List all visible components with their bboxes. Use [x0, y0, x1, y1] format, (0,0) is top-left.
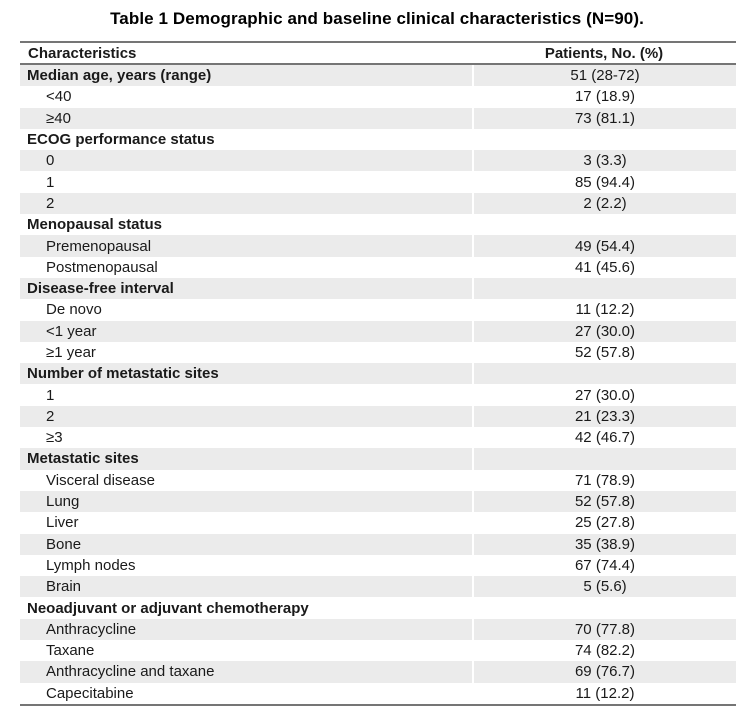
- row-label: ≥3: [46, 429, 63, 447]
- row-value: 5 (5.6): [472, 576, 736, 598]
- table-row: Liver 25 (27.8): [20, 512, 736, 534]
- table-row: Visceral disease 71 (78.9): [20, 469, 736, 491]
- row-label: ≥40: [46, 109, 71, 127]
- table-row: 1 85 (94.4): [20, 171, 736, 193]
- table-row: ≥40 73 (81.1): [20, 107, 736, 129]
- row-value: 73 (81.1): [472, 107, 736, 129]
- table-row: Metastatic sites: [20, 448, 736, 470]
- row-label: Metastatic sites: [27, 450, 139, 468]
- row-label: 2: [46, 194, 55, 212]
- row-label: De novo: [46, 301, 102, 319]
- row-label: ECOG performance status: [27, 131, 215, 149]
- table-row: Postmenopausal 41 (45.6): [20, 256, 736, 278]
- row-label: Anthracycline and taxane: [46, 663, 215, 681]
- row-value: 52 (57.8): [472, 341, 736, 364]
- row-value: [472, 597, 736, 619]
- table-row: 1 27 (30.0): [20, 384, 736, 406]
- column-header-patients: Patients, No. (%): [544, 44, 664, 62]
- row-label: Lung: [46, 493, 80, 511]
- row-value: 17 (18.9): [472, 86, 736, 108]
- row-label: <1 year: [46, 322, 97, 340]
- row-label: Anthracycline: [46, 620, 137, 638]
- row-value: 70 (77.8): [472, 618, 736, 641]
- table-row: De novo 11 (12.2): [20, 299, 736, 321]
- row-value: 71 (78.9): [472, 469, 736, 491]
- table-row: ≥3 42 (46.7): [20, 427, 736, 449]
- row-label: 2: [46, 407, 55, 425]
- row-label: 0: [46, 152, 55, 170]
- row-label: Menopausal status: [27, 216, 163, 234]
- row-value: 74 (82.2): [472, 640, 736, 662]
- row-label: Neoadjuvant or adjuvant chemotherapy: [27, 599, 309, 617]
- table-row: Brain 5 (5.6): [20, 576, 736, 598]
- row-label: ≥1 year: [46, 344, 96, 361]
- row-value: 35 (38.9): [472, 533, 736, 555]
- row-label: Brain: [46, 578, 82, 596]
- table-row: Menopausal status: [20, 214, 736, 236]
- row-value: 52 (57.8): [472, 490, 736, 513]
- table-row: ECOG performance status: [20, 128, 736, 151]
- table-row: Taxane 74 (82.2): [20, 640, 736, 662]
- table-body: Median age, years (range) 51 (28-72) <40 17…: [20, 65, 736, 704]
- row-label: Premenopausal: [46, 237, 152, 255]
- table-row: 2 21 (23.3): [20, 405, 736, 428]
- table-row: 0 3 (3.3): [20, 150, 736, 172]
- row-value: 2 (2.2): [472, 192, 736, 215]
- row-value: 85 (94.4): [472, 171, 736, 193]
- row-value: 3 (3.3): [472, 150, 736, 172]
- table-row: Anthracycline and taxane 69 (76.7): [20, 661, 736, 683]
- table-row: <1 year 27 (30.0): [20, 320, 736, 342]
- table-row: ≥1 year 52 (57.8): [20, 341, 736, 364]
- row-label: Lymph nodes: [46, 556, 136, 574]
- row-label: <40: [46, 88, 72, 106]
- table-row: Bone 35 (38.9): [20, 533, 736, 555]
- row-value: 67 (74.4): [472, 554, 736, 577]
- row-value: 41 (45.6): [472, 256, 736, 278]
- table-row: Median age, years (range) 51 (28-72): [20, 65, 736, 87]
- row-value: 11 (12.2): [472, 682, 736, 704]
- row-label: Disease-free interval: [27, 280, 174, 298]
- row-label: 1: [46, 386, 55, 404]
- data-table: Characteristics Patients, No. (%) Median…: [20, 41, 736, 706]
- table-row: 2 2 (2.2): [20, 192, 736, 215]
- table-row: Lung 52 (57.8): [20, 490, 736, 513]
- row-value: [472, 363, 736, 385]
- row-value: 51 (28-72): [472, 65, 736, 87]
- table-header: Characteristics Patients, No. (%): [20, 43, 736, 65]
- row-label: Capecitabine: [46, 684, 134, 702]
- row-value: [472, 214, 736, 236]
- row-label: Bone: [46, 535, 82, 553]
- row-value: 27 (30.0): [472, 384, 736, 406]
- row-label: Taxane: [46, 642, 95, 660]
- row-value: 49 (54.4): [472, 235, 736, 257]
- table-row: Lymph nodes 67 (74.4): [20, 554, 736, 577]
- page-title: Table 1 Demographic and baseline clinica…: [110, 9, 644, 28]
- table-row: <40 17 (18.9): [20, 86, 736, 108]
- row-label: Visceral disease: [46, 471, 155, 489]
- row-label: Number of metastatic sites: [27, 365, 219, 383]
- row-value: [472, 448, 736, 470]
- row-value: [472, 277, 736, 300]
- row-label: 1: [46, 173, 55, 191]
- row-label: Liver: [46, 514, 79, 532]
- row-label: Postmenopausal: [46, 258, 158, 276]
- row-value: 69 (76.7): [472, 661, 736, 683]
- row-value: 27 (30.0): [472, 320, 736, 342]
- row-value: 11 (12.2): [472, 299, 736, 321]
- row-value: 25 (27.8): [472, 512, 736, 534]
- row-value: 21 (23.3): [472, 405, 736, 428]
- table-row: Capecitabine 11 (12.2): [20, 682, 736, 704]
- table-row: Number of metastatic sites: [20, 363, 736, 385]
- table-row: Disease-free interval: [20, 277, 736, 300]
- column-header-characteristics: Characteristics: [28, 44, 137, 62]
- row-value: 42 (46.7): [472, 427, 736, 449]
- row-value: [472, 128, 736, 151]
- table-row: Anthracycline 70 (77.8): [20, 618, 736, 641]
- row-label: Median age, years (range): [27, 67, 212, 85]
- table-row: Neoadjuvant or adjuvant chemotherapy: [20, 597, 736, 619]
- table-row: Premenopausal 49 (54.4): [20, 235, 736, 257]
